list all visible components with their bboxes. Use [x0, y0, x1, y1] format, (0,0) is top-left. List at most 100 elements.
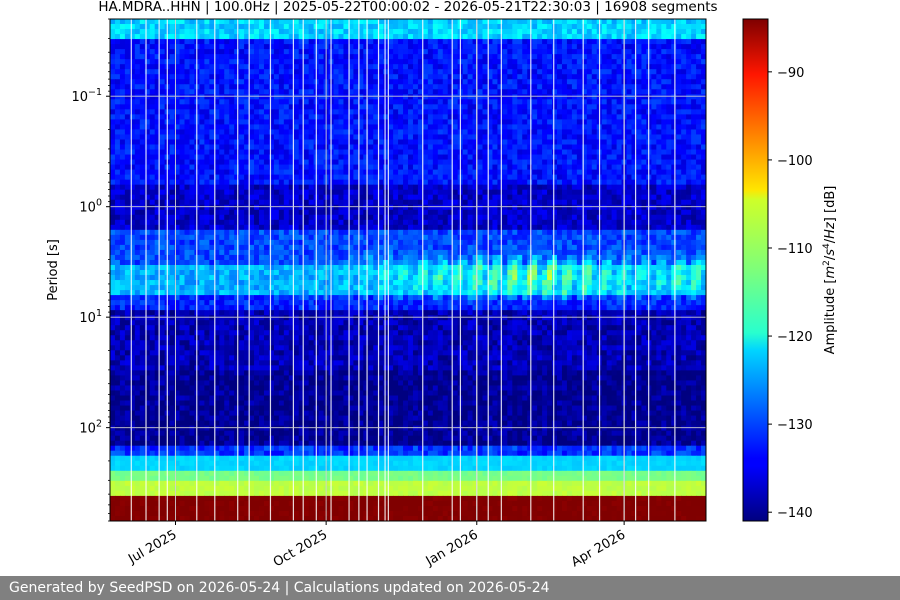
heatmap-cell [348, 194, 354, 201]
heatmap-cell [467, 44, 474, 50]
heatmap-cell [517, 84, 523, 90]
heatmap-cell [432, 159, 439, 166]
heatmap-cell [199, 189, 205, 196]
heatmap-cell [244, 124, 250, 131]
heatmap-cell [696, 204, 702, 211]
heatmap-cell [114, 209, 121, 216]
heatmap-cell [358, 179, 364, 186]
heatmap-cell [174, 149, 181, 156]
heatmap-cell [114, 69, 121, 75]
heatmap-cell [403, 154, 409, 161]
heatmap-cell [557, 29, 563, 35]
heatmap-cell [586, 214, 593, 221]
heatmap-cell [288, 204, 295, 211]
heatmap-cell [542, 79, 548, 85]
heatmap-cell [408, 84, 414, 90]
heatmap-cell [442, 154, 449, 161]
heatmap-cell [452, 84, 459, 90]
heatmap-cell [254, 144, 260, 151]
heatmap-cell [224, 189, 230, 196]
heatmap-cell [552, 94, 558, 100]
heatmap-cell [124, 214, 131, 221]
heatmap-cell [566, 64, 573, 70]
heatmap-cell [159, 99, 166, 105]
heatmap-cell [209, 154, 215, 161]
heatmap-cell [378, 59, 384, 65]
heatmap-cell [467, 129, 474, 136]
heatmap-cell [229, 134, 235, 141]
heatmap-cell [368, 164, 374, 171]
heatmap-cell [412, 199, 419, 206]
heatmap-cell [119, 99, 126, 105]
heatmap-cell [318, 19, 325, 25]
heatmap-cell [209, 44, 215, 50]
heatmap-cell [204, 59, 210, 65]
heatmap-cell [383, 49, 389, 55]
heatmap-cell [512, 64, 518, 70]
heatmap-cell [591, 119, 598, 126]
heatmap-cell [477, 34, 484, 40]
heatmap-cell [656, 34, 662, 40]
heatmap-cell [581, 34, 588, 40]
heatmap-cell [273, 129, 280, 136]
heatmap-cell [606, 89, 613, 95]
heatmap-cell [681, 149, 687, 156]
heatmap-cell [571, 129, 578, 136]
heatmap-cell [373, 164, 379, 171]
heatmap-cell [492, 139, 498, 146]
heatmap-cell [676, 164, 682, 171]
heatmap-cell [363, 154, 369, 161]
heatmap-cell [532, 99, 538, 105]
heatmap-cell [169, 49, 176, 55]
heatmap-cell [447, 149, 454, 156]
heatmap-cell [244, 59, 250, 65]
heatmap-cell [412, 204, 419, 211]
heatmap-cell [249, 154, 255, 161]
heatmap-cell [224, 79, 230, 85]
heatmap-cell [169, 184, 176, 191]
heatmap-cell [626, 94, 633, 100]
heatmap-cell [462, 184, 469, 191]
heatmap-cell [293, 179, 300, 186]
heatmap-cell [477, 69, 484, 75]
heatmap-cell [417, 79, 424, 85]
heatmap-cell [119, 84, 126, 90]
heatmap-cell [606, 94, 613, 100]
heatmap-cell [368, 224, 374, 231]
heatmap-cell [576, 84, 583, 90]
heatmap-cell [249, 159, 255, 166]
heatmap-cell [358, 99, 364, 105]
heatmap-cell [532, 189, 538, 196]
heatmap-cell [542, 84, 548, 90]
heatmap-cell [552, 49, 558, 55]
heatmap-cell [124, 84, 131, 90]
heatmap-cell [512, 149, 518, 156]
heatmap-cell [522, 214, 528, 221]
heatmap-cell [557, 64, 563, 70]
heatmap-cell [219, 74, 225, 80]
heatmap-cell [611, 54, 618, 60]
heatmap-cell [462, 189, 469, 196]
heatmap-cell [303, 29, 310, 35]
heatmap-cell [303, 109, 310, 115]
heatmap-cell [393, 149, 399, 156]
heatmap-cell [591, 89, 598, 95]
heatmap-cell [159, 29, 166, 35]
heatmap-cell [393, 109, 399, 115]
heatmap-cell [442, 39, 449, 45]
heatmap-cell [586, 99, 593, 105]
heatmap-cell [626, 169, 633, 176]
heatmap-cell [507, 24, 513, 30]
heatmap-cell [452, 134, 459, 141]
heatmap-cell [641, 184, 647, 191]
heatmap-cell [403, 114, 409, 120]
heatmap-cell [502, 59, 508, 65]
heatmap-cell [691, 154, 697, 161]
heatmap-cell [239, 39, 245, 45]
heatmap-cell [442, 54, 449, 60]
heatmap-cell [403, 99, 409, 105]
heatmap-cell [492, 209, 498, 216]
heatmap-cell [378, 134, 384, 141]
heatmap-cell [447, 184, 454, 191]
heatmap-cell [487, 89, 494, 95]
